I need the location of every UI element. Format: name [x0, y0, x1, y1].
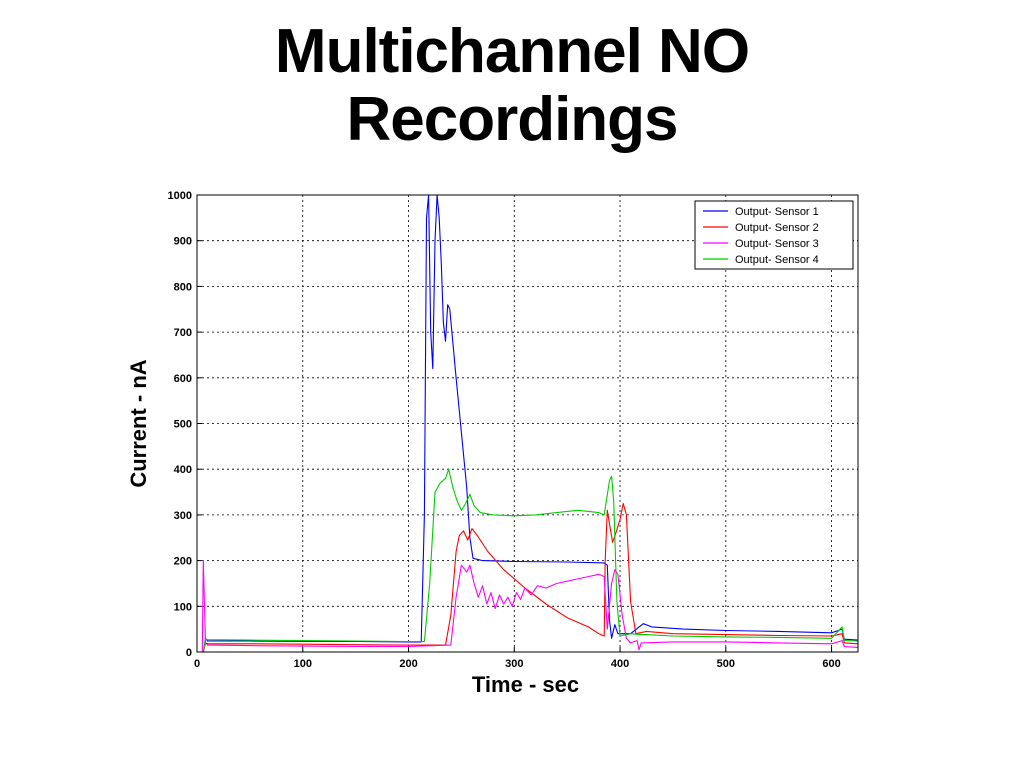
y-tick-label: 100 [174, 601, 192, 613]
x-tick-label: 600 [822, 658, 840, 670]
x-tick-label: 0 [194, 658, 200, 670]
y-tick-label: 600 [174, 373, 192, 385]
legend-box [694, 200, 854, 270]
x-tick-label: 100 [294, 658, 312, 670]
x-tick-label: 300 [505, 658, 523, 670]
x-tick-label: 500 [717, 658, 735, 670]
y-tick-label: 500 [174, 419, 192, 431]
series-line-sensor-2 [197, 502, 858, 652]
y-tick-label: 900 [174, 236, 192, 248]
legend-label: Output- Sensor 3 [735, 238, 819, 250]
series-line-sensor-3 [197, 560, 858, 652]
legend-label: Output- Sensor 2 [735, 222, 819, 234]
y-tick-label: 400 [174, 464, 192, 476]
y-tick-label: 300 [174, 510, 192, 522]
y-tick-label: 800 [174, 281, 192, 293]
legend-label: Output- Sensor 1 [735, 206, 819, 218]
tick-labels: 0 100 200 300 400 500 600 0 100 200 300 400 500 600 70… [168, 190, 841, 670]
y-tick-label: 200 [174, 556, 192, 568]
slide-title-line-2: Recordings [346, 85, 678, 154]
legend: Output- Sensor 1 Output- Sensor 2 Output- … [694, 200, 854, 270]
series-lines [197, 195, 858, 652]
y-tick-label: 0 [186, 647, 192, 659]
series-line-sensor-4 [197, 468, 858, 652]
x-tick-label: 400 [611, 658, 629, 670]
slide-title: Multichannel NO Recordings [0, 18, 1024, 154]
x-tick-label: 200 [399, 658, 417, 670]
y-tick-label: 700 [174, 327, 192, 339]
legend-label: Output- Sensor 4 [735, 254, 819, 266]
x-axis-title: Time - sec [472, 672, 579, 697]
y-tick-label: 1000 [168, 190, 192, 202]
slide-title-line-1: Multichannel NO [274, 17, 750, 86]
y-axis-title: Current - nA [126, 359, 151, 487]
